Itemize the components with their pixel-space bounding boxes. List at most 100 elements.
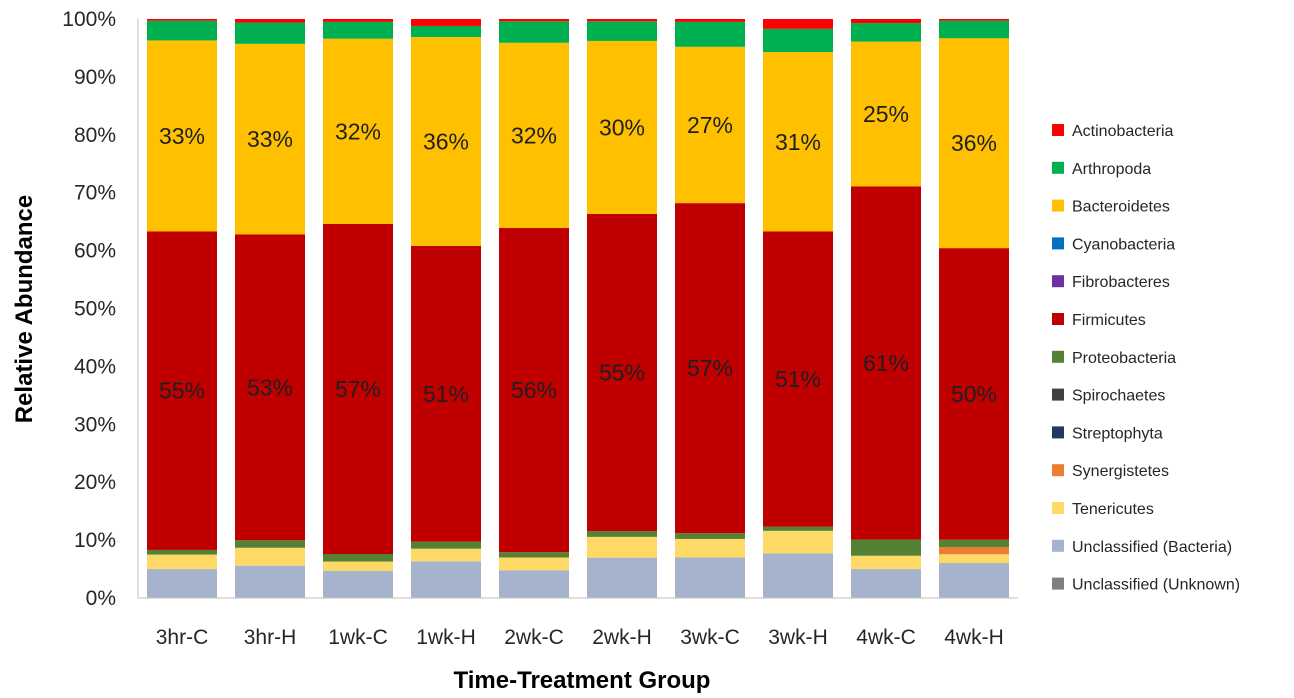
bar-segment-firmicutes-4wk-h	[939, 248, 1009, 540]
x-tick-label: 3wk-H	[768, 626, 828, 649]
bar-segment-proteobacteria-3hr-h	[235, 540, 305, 548]
y-tick-label: 100%	[62, 8, 116, 31]
legend-label: Bacteroidetes	[1072, 199, 1170, 216]
bar-segment-proteobacteria-3wk-c	[675, 533, 745, 539]
legend-swatch-arthropoda	[1052, 161, 1064, 174]
legend-swatch-actinobacteria	[1052, 124, 1064, 136]
bar-segment-bacteroidetes-3hr-h	[235, 43, 305, 235]
data-label-firmicutes-2wk-c: 56%	[511, 377, 557, 403]
x-tick-label: 4wk-C	[856, 626, 916, 649]
data-label-bacteroidetes-3hr-h: 33%	[247, 126, 293, 152]
legend-label: Unclassified (Bacteria)	[1072, 539, 1232, 556]
bar-segment-proteobacteria-1wk-c	[323, 554, 393, 562]
legend: Actinobacteria Arthropoda Bacteroidetes Cya…	[1052, 123, 1240, 594]
bar-segment-tenericutes-3hr-c	[147, 554, 217, 570]
bar-segment-firmicutes-1wk-c	[323, 223, 393, 554]
bar-segment-arthropoda-3hr-h	[235, 22, 305, 44]
bar-segment-bacteroidetes-4wk-h	[939, 38, 1009, 249]
bar-segment-bacteroidetes-1wk-h	[411, 36, 481, 246]
data-label-firmicutes-3hr-c: 55%	[159, 378, 205, 404]
bar-segment-bacteroidetes-3hr-c	[147, 40, 217, 232]
data-label-firmicutes-3wk-c: 57%	[687, 355, 733, 381]
bar-segment-firmicutes-3hr-c	[147, 231, 217, 550]
bar-segment-firmicutes-3hr-h	[235, 234, 305, 541]
bar-segment-arthropoda-2wk-c	[499, 21, 569, 43]
bar-segment-actinobacteria-3wk-h	[763, 19, 833, 29]
bar-segment-actinobacteria-3wk-c	[675, 19, 745, 22]
bar-segment-firmicutes-3wk-c	[675, 203, 745, 534]
bar-segment-proteobacteria-2wk-c	[499, 552, 569, 558]
legend-swatch-unclassified-unknown	[1052, 577, 1064, 590]
bar-segment-proteobacteria-1wk-h	[411, 541, 481, 549]
x-tick-label: 3wk-C	[680, 626, 740, 649]
bar-segment-tenericutes-2wk-c	[499, 557, 569, 571]
bar-segment-actinobacteria-3hr-h	[235, 19, 305, 23]
y-tick-label: 50%	[74, 298, 116, 321]
y-tick-label: 20%	[74, 471, 116, 494]
bar-segment-tenericutes-3hr-h	[235, 547, 305, 566]
data-label-bacteroidetes-4wk-c: 25%	[863, 101, 909, 127]
x-tick-label: 4wk-H	[944, 626, 1004, 649]
bar-segment-tenericutes-3wk-h	[763, 530, 833, 554]
y-tick-label: 80%	[74, 124, 116, 147]
legend-swatch-synergistetes	[1052, 464, 1064, 477]
bar-segment-unclassified-bacteria-4wk-h	[939, 563, 1009, 598]
bar-segment-arthropoda-4wk-c	[851, 23, 921, 42]
legend-swatch-unclassified-bacteria	[1052, 539, 1064, 552]
bar-segment-bacteroidetes-3wk-h	[763, 52, 833, 232]
bar-segment-firmicutes-4wk-c	[851, 186, 921, 540]
data-label-bacteroidetes-2wk-h: 30%	[599, 114, 645, 140]
bars-group	[147, 19, 1009, 598]
bar-segment-tenericutes-4wk-h	[939, 554, 1009, 564]
bar-segment-synergistetes-4wk-h	[939, 547, 1009, 555]
data-label-firmicutes-3wk-h: 51%	[775, 366, 821, 392]
bar-segment-unclassified-bacteria-1wk-c	[323, 570, 393, 598]
bar-segment-bacteroidetes-2wk-h	[587, 40, 657, 214]
data-label-firmicutes-1wk-h: 51%	[423, 381, 469, 407]
data-label-firmicutes-2wk-h: 55%	[599, 360, 645, 386]
legend-swatch-streptophyta	[1052, 426, 1064, 439]
bar-segment-proteobacteria-3wk-h	[763, 526, 833, 531]
legend-label: Actinobacteria	[1072, 123, 1173, 140]
legend-swatch-spirochaetes	[1052, 388, 1064, 401]
bar-segment-actinobacteria-1wk-c	[323, 19, 393, 22]
data-label-firmicutes-1wk-c: 57%	[335, 376, 381, 402]
axes-group: 3hr-C 3hr-H 1wk-C 1wk-H 2wk-C 2wk-H 3wk-C 3wk-H…	[62, 8, 1018, 649]
bar-segment-proteobacteria-2wk-h	[587, 531, 657, 537]
legend-label: Tenericutes	[1072, 501, 1154, 518]
legend-label: Fibrobacteres	[1072, 274, 1170, 291]
bar-segment-tenericutes-2wk-h	[587, 536, 657, 558]
bar-segment-actinobacteria-3hr-c	[147, 19, 217, 21]
bar-segment-unclassified-bacteria-1wk-h	[411, 561, 481, 598]
bar-segment-actinobacteria-2wk-c	[499, 19, 569, 22]
y-tick-label: 70%	[74, 182, 116, 205]
bar-segment-unclassified-bacteria-3hr-c	[147, 569, 217, 598]
x-tick-label: 3hr-C	[156, 626, 209, 649]
bar-segment-proteobacteria-4wk-c	[851, 539, 921, 556]
data-label-bacteroidetes-4wk-h: 36%	[951, 130, 997, 156]
bar-segment-actinobacteria-4wk-c	[851, 19, 921, 24]
legend-swatch-fibrobacteres	[1052, 275, 1064, 288]
data-labels-group: 33% 55% 33% 53% 32% 57% 36% 51% 32% 56% 30% 55% 27% 5…	[159, 101, 997, 407]
bar-segment-actinobacteria-2wk-h	[587, 19, 657, 22]
bar-segment-bacteroidetes-2wk-c	[499, 42, 569, 229]
x-tick-label: 2wk-H	[592, 626, 652, 649]
y-tick-label: 90%	[74, 66, 116, 89]
bar-segment-arthropoda-3hr-c	[147, 20, 217, 41]
data-label-bacteroidetes-3hr-c: 33%	[159, 123, 205, 149]
legend-label: Streptophyta	[1072, 425, 1163, 442]
bar-segment-firmicutes-2wk-c	[499, 228, 569, 553]
bar-segment-firmicutes-3wk-h	[763, 231, 833, 527]
legend-swatch-firmicutes	[1052, 313, 1064, 325]
y-tick-label: 40%	[74, 355, 116, 378]
legend-label: Synergistetes	[1072, 463, 1169, 480]
bar-segment-arthropoda-2wk-h	[587, 21, 657, 41]
bar-segment-unclassified-bacteria-2wk-h	[587, 557, 657, 598]
x-tick-label: 2wk-C	[504, 626, 564, 649]
bar-segment-arthropoda-1wk-h	[411, 25, 481, 37]
data-label-firmicutes-4wk-h: 50%	[951, 381, 997, 407]
bar-segment-arthropoda-3wk-h	[763, 28, 833, 52]
y-tick-label: 0%	[86, 587, 116, 610]
bar-segment-unclassified-bacteria-3wk-c	[675, 557, 745, 598]
